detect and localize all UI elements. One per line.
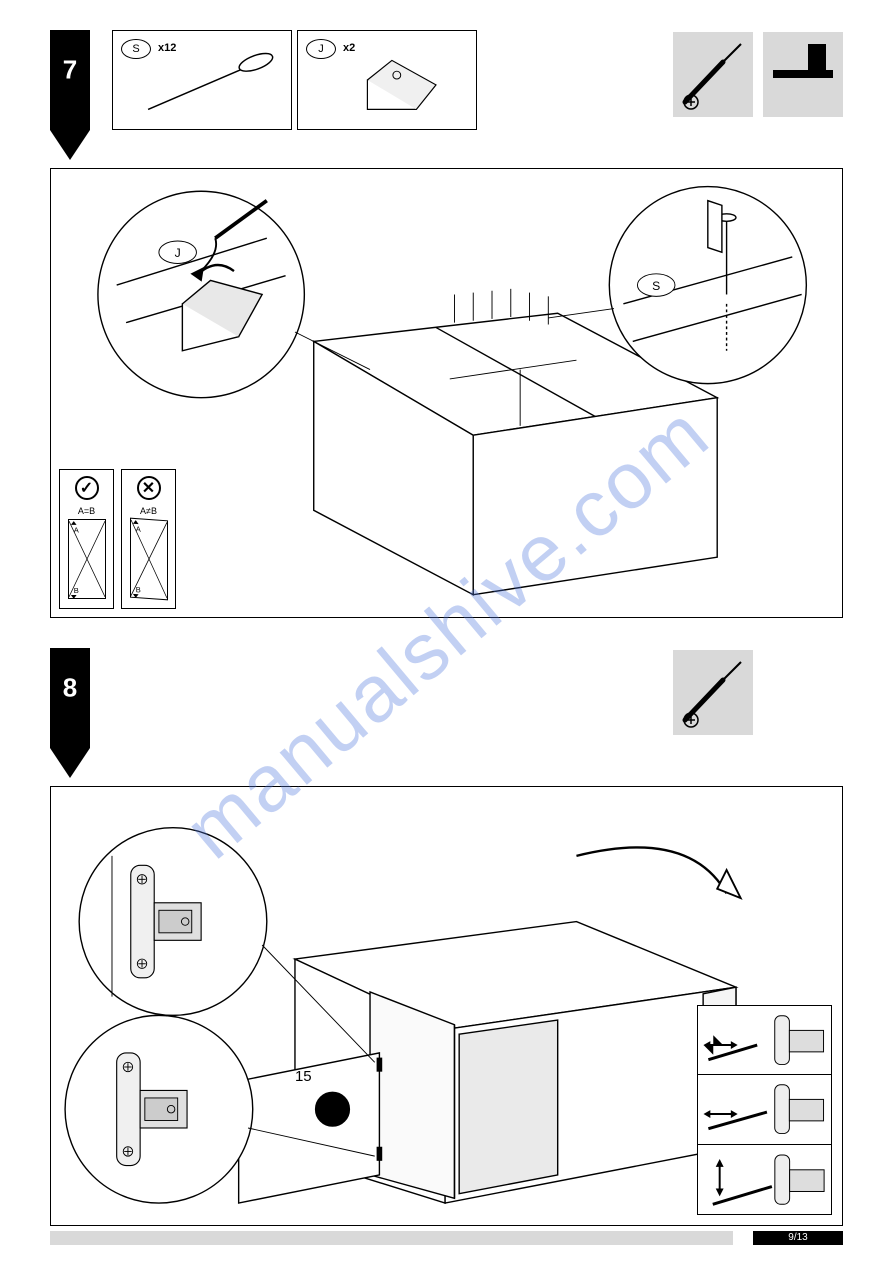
svg-text:A: A — [135, 525, 141, 534]
step8-number: 8 — [63, 673, 77, 704]
detail-right-label: S — [652, 279, 660, 293]
screwdriver-icon-2 — [673, 650, 753, 735]
footer-gray-bar — [50, 1231, 733, 1245]
step8-marker-block: 8 — [50, 648, 90, 748]
cross-icon: ✕ — [137, 476, 161, 500]
step7-marker-block: 7 — [50, 30, 90, 130]
svg-text:A: A — [73, 525, 79, 534]
part-j-count: x2 — [343, 42, 355, 54]
step7-number: 7 — [63, 55, 77, 86]
validation-correct-label: A=B — [64, 506, 109, 516]
step8-panel: 15 — [50, 786, 843, 1226]
hammer-tool — [763, 32, 843, 117]
part-s-count: x12 — [158, 42, 176, 54]
check-icon: ✓ — [75, 476, 99, 500]
hammer-icon — [763, 32, 843, 117]
page: 7 S x12 J x2 — [25, 18, 868, 1245]
validation-wrong: ✕ A≠B A B — [121, 469, 176, 609]
detail-left-label: J — [175, 246, 181, 260]
validation-wrong-label: A≠B — [126, 506, 171, 516]
hinge-adjust-horizontal — [698, 1006, 831, 1075]
screwdriver-tool-7 — [673, 32, 753, 117]
screwdriver-icon — [673, 32, 753, 117]
step7-marker-arrow — [50, 130, 90, 160]
hinge-adjust-vertical — [698, 1145, 831, 1214]
part-s-label: S — [121, 39, 151, 59]
hinge-adjustment-box — [697, 1005, 832, 1215]
hinge-adjust-depth — [698, 1075, 831, 1144]
svg-text:B: B — [73, 586, 78, 595]
screwdriver-tool-8 — [673, 650, 753, 735]
part-j-box: J x2 — [297, 30, 477, 130]
part-j-label: J — [306, 39, 336, 59]
footer: 9/13 — [50, 1231, 843, 1245]
step8-marker-arrow — [50, 748, 90, 778]
validation-correct: ✓ A=B A B — [59, 469, 114, 609]
svg-text:B: B — [135, 585, 140, 594]
footer-page-number: 9/13 — [753, 1231, 843, 1245]
part-s-box: S x12 — [112, 30, 292, 130]
door-part-label: 15 — [295, 1068, 312, 1085]
step7-panel: J S ✓ A=B — [50, 168, 843, 618]
